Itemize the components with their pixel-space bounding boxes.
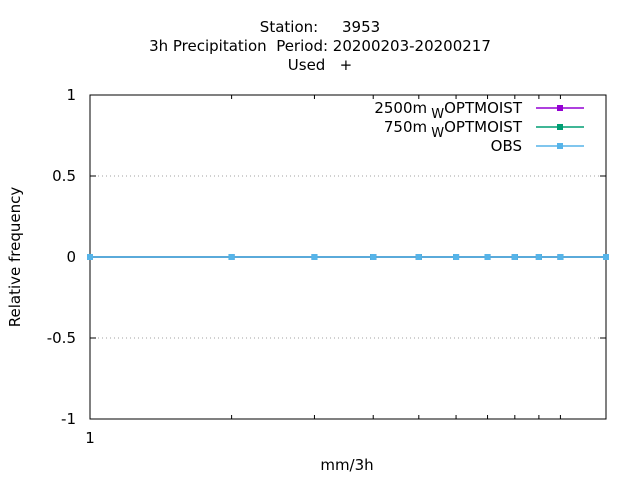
chart-title-line-3: Used + [287,56,353,74]
legend-marker-1 [557,124,563,130]
chart-title-line-2: 3h Precipitation Period: 20200203-202002… [149,37,491,55]
series-point-2 [87,254,93,260]
series-point-2 [557,254,564,260]
series-point-2 [415,254,422,260]
series-point-2 [370,254,377,260]
legend-marker-0 [557,105,563,111]
series-point-2 [511,254,518,260]
y-axis-label: Relative frequency [6,187,24,328]
legend-label-1: 750m WOPTMOIST [384,118,523,141]
y-tick-label: 1 [66,86,76,104]
y-tick-label: 0.5 [52,167,76,185]
series-point-2 [453,254,460,260]
y-tick-label: -1 [61,410,76,428]
y-tick-label: -0.5 [47,329,76,347]
x-tick-label: 1 [85,429,95,447]
series-point-2 [603,254,609,260]
series-point-2 [311,254,318,260]
axis-ticks: 1 0.5 0 -0.5 -1 1 [47,86,606,447]
series-point-2 [228,254,235,260]
y-tick-label: 0 [66,248,76,266]
series-point-2 [484,254,491,260]
series-point-2 [535,254,542,260]
legend-marker-2 [557,143,563,149]
series-group [87,254,609,260]
chart-title-line-1: Station: 3953 [259,18,381,36]
legend-label-0: 2500m WOPTMOIST [374,99,523,122]
legend-label-2: OBS [491,137,522,155]
x-axis-label: mm/3h [320,456,373,474]
